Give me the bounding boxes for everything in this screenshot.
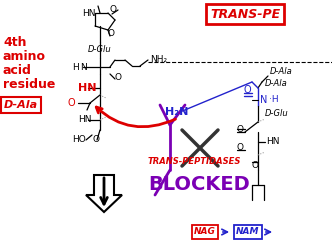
Text: N: N (260, 95, 267, 105)
Text: O: O (237, 125, 244, 134)
Text: HN: HN (82, 10, 96, 19)
Text: O: O (237, 143, 244, 152)
Text: HO: HO (72, 135, 86, 144)
Text: D-Glu: D-Glu (88, 45, 112, 54)
Text: O: O (110, 6, 117, 14)
Text: HN: HN (78, 83, 97, 93)
Text: H₂N: H₂N (165, 107, 188, 117)
Text: H: H (72, 62, 79, 71)
Text: D-Ala: D-Ala (265, 80, 288, 89)
Text: NH₂: NH₂ (150, 55, 167, 64)
Text: O: O (93, 135, 100, 144)
Text: amino: amino (3, 51, 46, 63)
Text: O: O (244, 85, 252, 95)
Text: N: N (80, 62, 87, 71)
Text: residue: residue (3, 79, 55, 92)
Text: HN: HN (78, 115, 92, 124)
Text: acid: acid (3, 64, 32, 78)
Text: 4th: 4th (3, 35, 27, 49)
Text: NAM: NAM (236, 227, 260, 236)
Text: ·H: ·H (269, 95, 279, 104)
Text: TRANS-PE: TRANS-PE (210, 8, 280, 20)
Text: O: O (108, 29, 115, 38)
Text: NAG: NAG (194, 227, 216, 236)
Text: D-Ala: D-Ala (4, 100, 38, 110)
Text: HN: HN (266, 138, 280, 146)
Text: D-Glu: D-Glu (265, 110, 289, 119)
Text: BLOCKED: BLOCKED (148, 175, 250, 194)
Text: TRANS-PEPTIDASES: TRANS-PEPTIDASES (148, 157, 241, 166)
Text: O: O (252, 161, 259, 170)
Text: O: O (68, 98, 76, 108)
Text: O: O (115, 72, 122, 81)
Text: D-Ala: D-Ala (270, 68, 293, 77)
